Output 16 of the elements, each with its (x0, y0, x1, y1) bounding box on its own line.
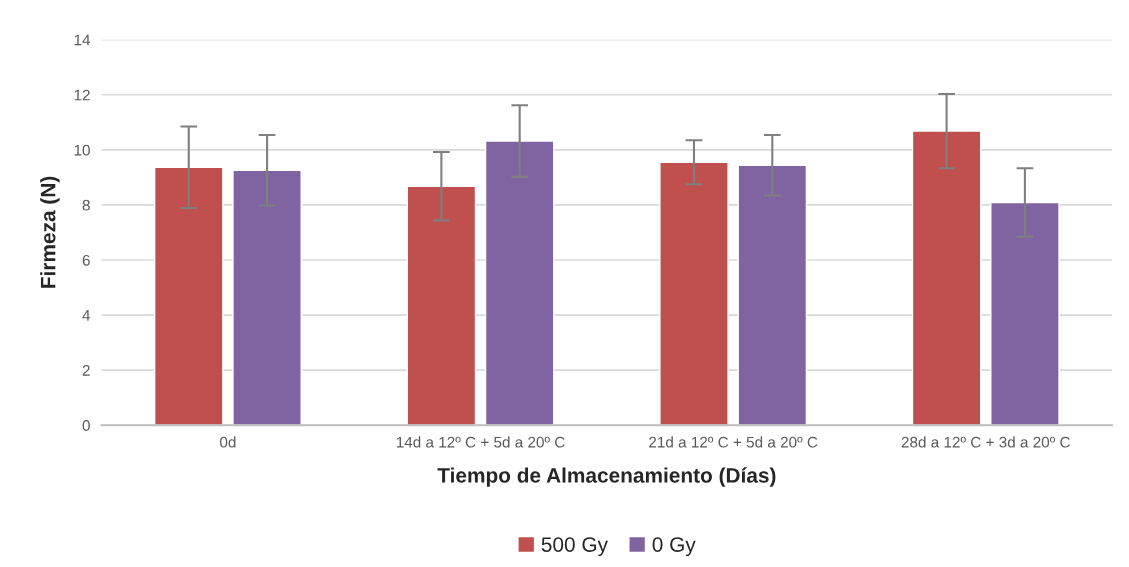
x-tick-label: 0d (220, 436, 236, 448)
x-tick-label: 14d a 12º C + 5d a 20º C (396, 436, 565, 448)
y-tick-label: 0 (82, 420, 90, 431)
y-tick-label: 10 (74, 144, 90, 156)
y-tick-label: 2 (82, 365, 90, 376)
x-tick-label: 21d a 12º C + 5d a 20º C (649, 436, 818, 448)
y-tick-label: 6 (82, 254, 90, 266)
y-tick-label: 4 (82, 310, 91, 321)
legend-label: 500 Gy (541, 537, 608, 557)
y-tick-label: 12 (74, 89, 90, 101)
x-tick-label: 28d a 12º C + 3d a 20º C (901, 436, 1070, 448)
legend-label: 0 Gy (652, 537, 696, 557)
y-tick-label: 8 (82, 199, 90, 211)
x-axis-title: Tiempo de Almacenamiento (Días) (437, 467, 776, 487)
y-axis-title: Firmeza (N) (40, 176, 60, 288)
y-tick-label: 14 (74, 34, 91, 46)
